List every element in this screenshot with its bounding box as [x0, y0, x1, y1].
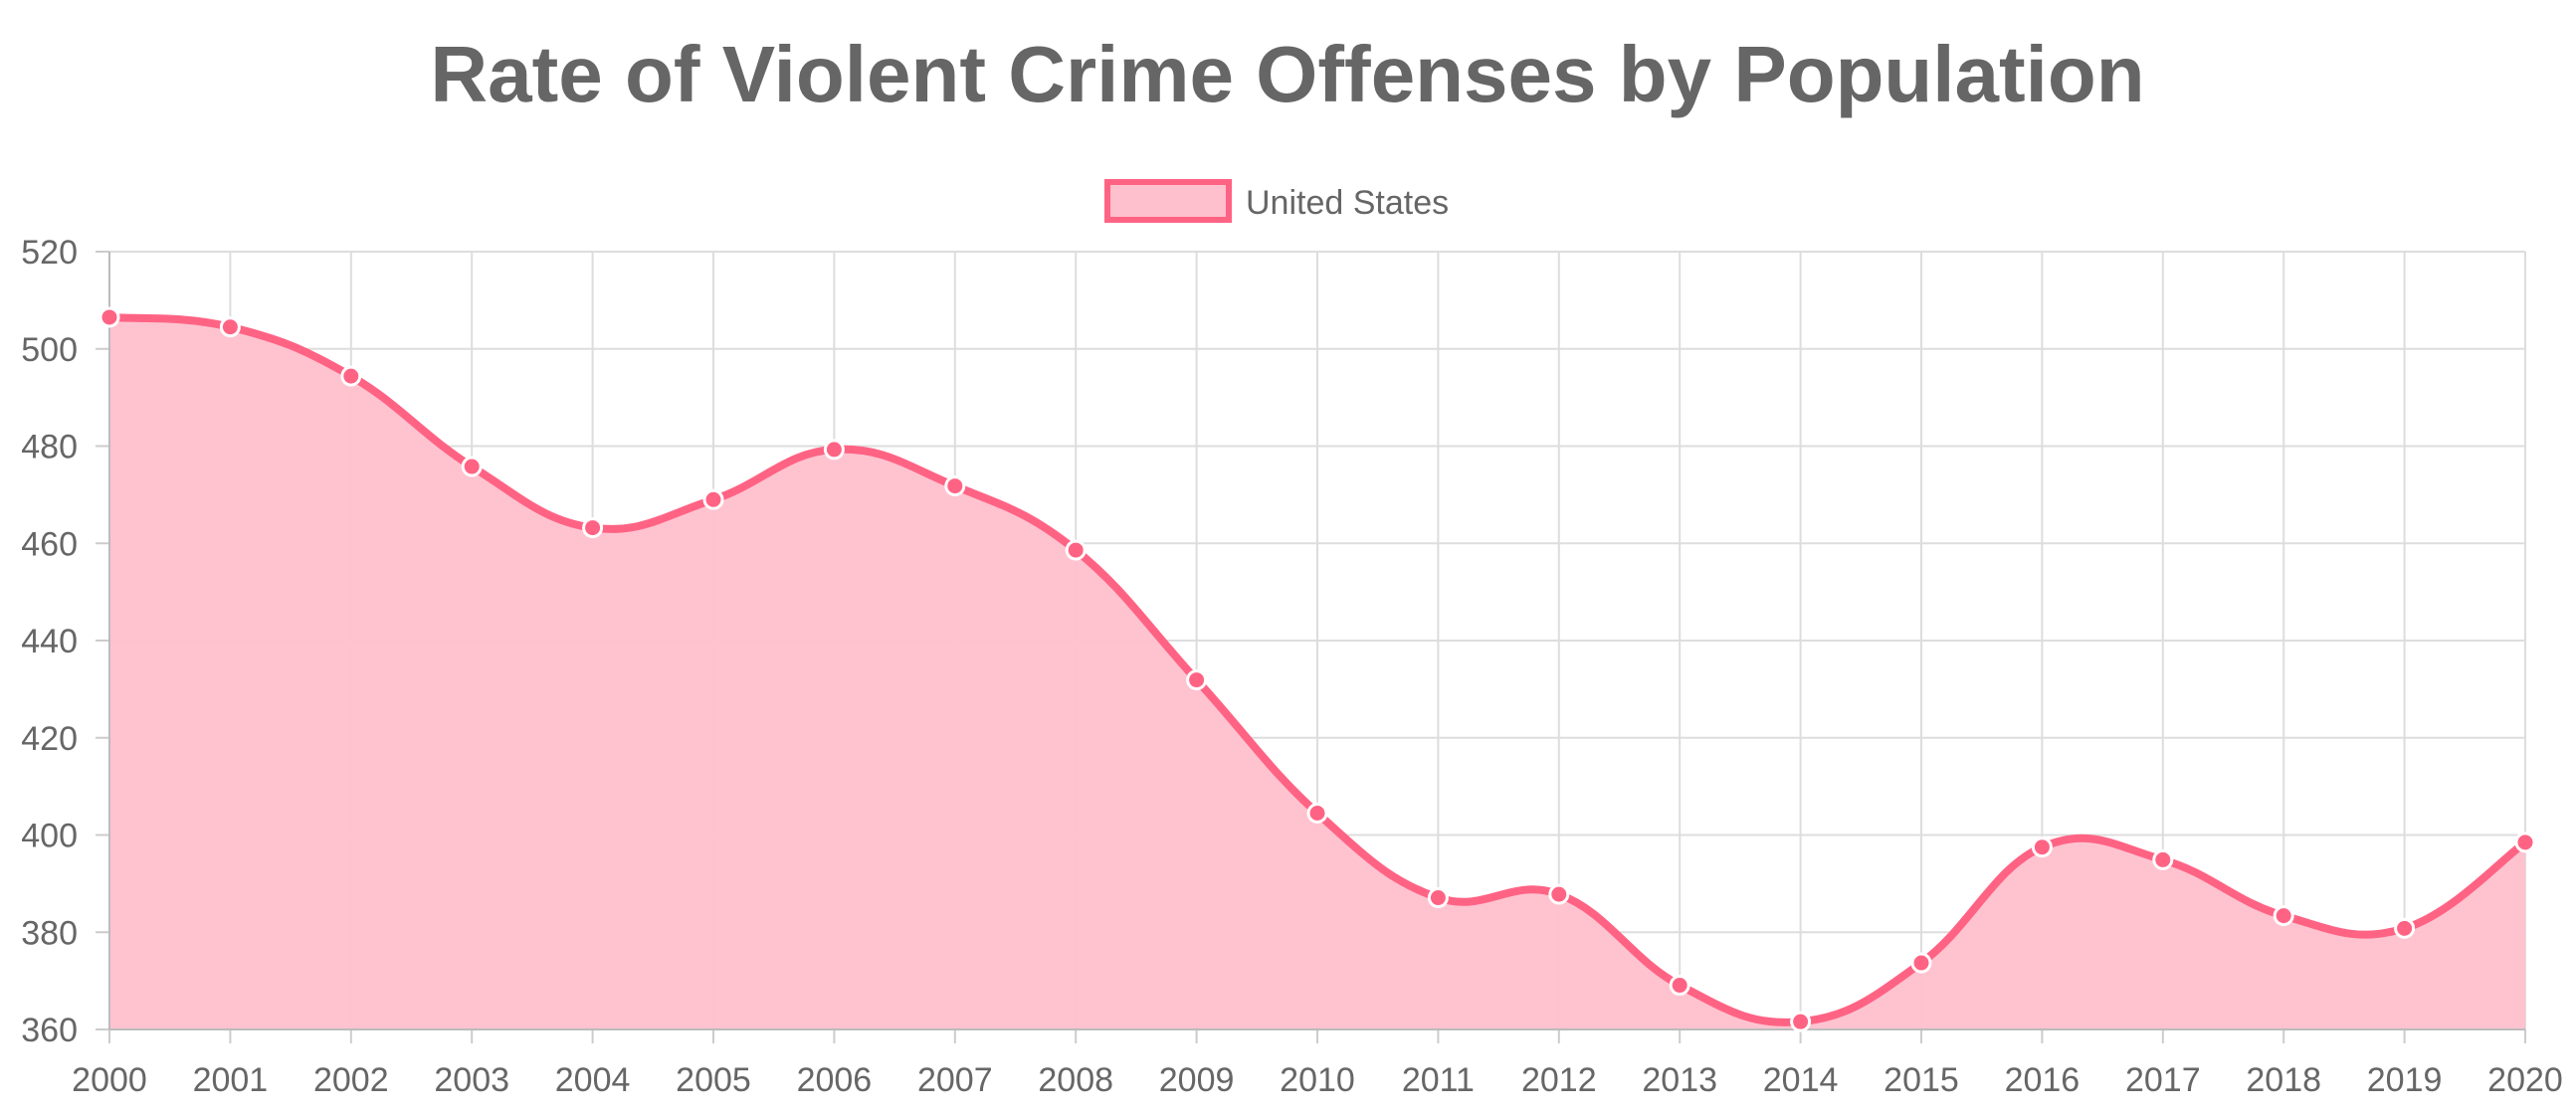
chart-title: Rate of Violent Crime Offenses by Popula… [430, 30, 2144, 118]
data-point[interactable] [1186, 669, 1208, 691]
data-point[interactable] [582, 517, 604, 539]
y-tick-label: 380 [21, 914, 78, 952]
data-point[interactable] [1910, 952, 1932, 974]
axes: 360 380 400 420 440 460 480 500 520 2000 2001 2002 2… [21, 234, 2563, 1099]
x-tick-label: 2000 [72, 1061, 147, 1099]
y-tick-label: 360 [21, 1012, 78, 1049]
data-point[interactable] [461, 456, 483, 477]
x-tick-label: 2008 [1038, 1061, 1113, 1099]
data-point[interactable] [1790, 1011, 1812, 1032]
x-tick-label: 2011 [1402, 1061, 1475, 1099]
data-point[interactable] [2514, 832, 2536, 853]
data-point[interactable] [1306, 803, 1328, 825]
data-point[interactable] [2394, 917, 2416, 939]
data-point[interactable] [702, 488, 724, 510]
data-point[interactable] [1548, 883, 1570, 905]
x-tick-label: 2019 [2367, 1061, 2443, 1099]
x-tick-label: 2001 [193, 1061, 269, 1099]
data-point[interactable] [1427, 887, 1449, 909]
x-tick-label: 2016 [2005, 1061, 2081, 1099]
legend-swatch[interactable] [1104, 179, 1232, 223]
x-tick-label: 2005 [676, 1061, 751, 1099]
x-tick-label: 2003 [434, 1061, 509, 1099]
x-tick-label: 2002 [313, 1061, 389, 1099]
legend[interactable]: United States [1104, 179, 1449, 223]
x-tick-label: 2014 [1763, 1061, 1839, 1099]
y-tick-label: 400 [21, 818, 78, 855]
data-point[interactable] [944, 475, 966, 497]
data-point[interactable] [2152, 848, 2174, 870]
data-points[interactable] [99, 306, 2536, 1032]
y-tick-label: 500 [21, 331, 78, 369]
y-tick-label: 460 [21, 525, 78, 563]
x-tick-label: 2013 [1642, 1061, 1717, 1099]
x-tick-label: 2010 [1280, 1061, 1355, 1099]
x-tick-label: 2004 [555, 1061, 631, 1099]
data-point[interactable] [2273, 905, 2294, 927]
area-fill [109, 316, 2525, 1029]
x-tick-label: 2007 [917, 1061, 993, 1099]
y-tick-label: 520 [21, 234, 78, 272]
x-tick-label: 2009 [1159, 1061, 1235, 1099]
data-point[interactable] [1065, 539, 1087, 561]
x-tick-label: 2018 [2246, 1061, 2321, 1099]
x-tick-label: 2020 [2487, 1061, 2563, 1099]
y-tick-label: 420 [21, 720, 78, 758]
y-tick-label: 440 [21, 623, 78, 660]
data-point[interactable] [2031, 837, 2053, 858]
x-tick-label: 2006 [797, 1061, 873, 1099]
data-point[interactable] [219, 316, 241, 338]
legend-label[interactable]: United States [1246, 184, 1449, 222]
y-tick-label: 480 [21, 429, 78, 466]
data-point[interactable] [1669, 975, 1690, 997]
x-tick-label: 2015 [1883, 1061, 1959, 1099]
data-point[interactable] [823, 439, 845, 461]
x-tick-label: 2012 [1521, 1061, 1597, 1099]
x-tick-label: 2017 [2125, 1061, 2201, 1099]
data-point[interactable] [340, 365, 362, 387]
data-point[interactable] [99, 306, 120, 328]
